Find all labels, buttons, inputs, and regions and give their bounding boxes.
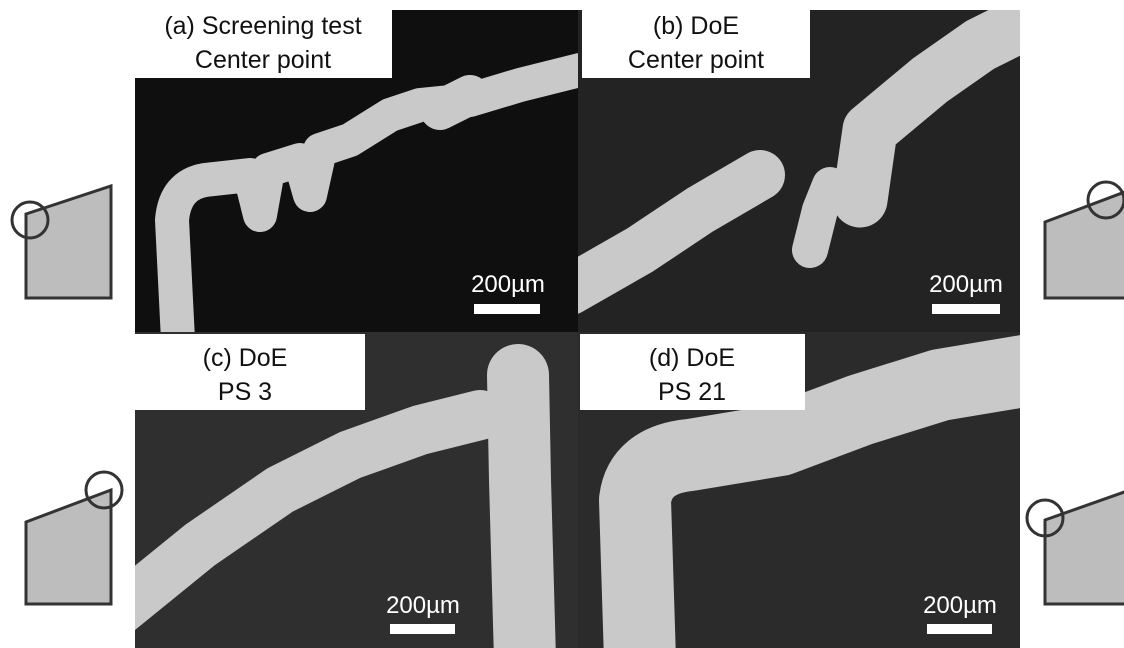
panel-label: PS 21 bbox=[658, 378, 726, 406]
panel-label: (d) DoE bbox=[649, 344, 735, 372]
panel-label: Center point bbox=[628, 46, 764, 74]
panel-label: (a) Screening test bbox=[164, 12, 361, 40]
scale-bar bbox=[927, 624, 992, 634]
scale-label: 200µm bbox=[923, 592, 997, 619]
scale-label: 200µm bbox=[471, 271, 545, 298]
scale-label: 200µm bbox=[929, 271, 1003, 298]
scale-bar bbox=[932, 304, 1000, 314]
panel-label: (c) DoE bbox=[203, 344, 288, 372]
part-icon bbox=[1045, 190, 1124, 298]
scale-bar bbox=[390, 624, 455, 634]
scale-label: 200µm bbox=[386, 592, 460, 619]
part-icon bbox=[1045, 490, 1124, 604]
panel-label: Center point bbox=[195, 46, 331, 74]
figure: (a) Screening test Center point (b) DoE … bbox=[0, 0, 1124, 648]
panel-label: (b) DoE bbox=[653, 12, 739, 40]
panel-label: PS 3 bbox=[218, 378, 272, 406]
scale-bar bbox=[474, 304, 540, 314]
